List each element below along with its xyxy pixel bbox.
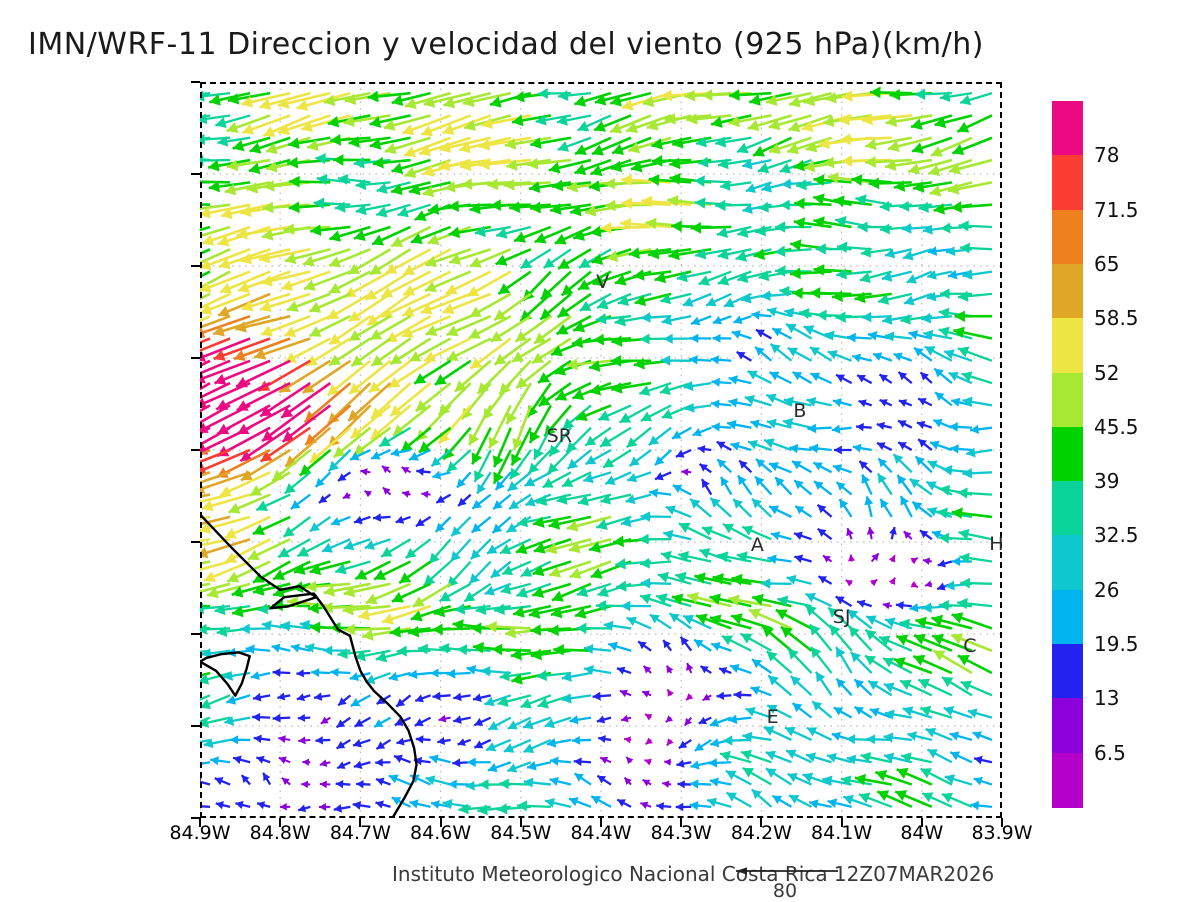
city-label-h: H	[989, 533, 1003, 555]
x-axis-tick-mark	[359, 818, 361, 827]
colorbar-tick-label: 78	[1094, 143, 1119, 167]
colorbar-tick-label: 65	[1094, 252, 1119, 276]
x-axis-tick-mark	[760, 818, 762, 827]
colorbar-tick-label: 26	[1094, 578, 1119, 602]
colorbar-segment[interactable]	[1052, 427, 1083, 482]
x-axis-tick-mark	[921, 818, 923, 827]
x-axis-tick-mark	[680, 818, 682, 827]
x-axis-tick-mark	[199, 818, 201, 827]
colorbar-segment[interactable]	[1052, 373, 1083, 428]
city-label-b: B	[793, 400, 806, 422]
y-axis-tick-mark	[191, 173, 200, 175]
reference-vector-arrow	[728, 858, 878, 884]
colorbar-tick-label: 71.5	[1094, 198, 1139, 222]
colorbar-tick-label: 6.5	[1094, 741, 1126, 765]
colorbar-segment[interactable]	[1052, 101, 1083, 156]
colorbar-segment[interactable]	[1052, 644, 1083, 699]
colorbar-segment[interactable]	[1052, 535, 1083, 590]
city-label-sr: SR	[547, 425, 572, 447]
colorbar-segment[interactable]	[1052, 753, 1083, 808]
y-axis-tick-mark	[191, 725, 200, 727]
colorbar-segment[interactable]	[1052, 481, 1083, 536]
map-plot-area[interactable]	[200, 82, 1002, 818]
x-axis-tick-mark	[841, 818, 843, 827]
colorbar[interactable]	[1052, 101, 1083, 807]
y-axis-tick-mark	[191, 449, 200, 451]
y-axis-tick-mark	[191, 541, 200, 543]
x-axis-tick-mark	[440, 818, 442, 827]
colorbar-segment[interactable]	[1052, 264, 1083, 319]
x-axis-tick-mark	[600, 818, 602, 827]
y-axis-tick-mark	[191, 357, 200, 359]
y-axis-tick-mark	[191, 265, 200, 267]
colorbar-segment[interactable]	[1052, 698, 1083, 753]
city-label-sj: SJ	[833, 606, 851, 628]
colorbar-tick-label: 32.5	[1094, 523, 1139, 547]
x-axis-tick-mark	[279, 818, 281, 827]
y-axis-tick-mark	[191, 633, 200, 635]
city-label-c: C	[963, 635, 976, 657]
footer-institution: Instituto Meteorologico Nacional Costa R…	[392, 862, 994, 886]
colorbar-segment[interactable]	[1052, 590, 1083, 645]
colorbar-tick-label: 45.5	[1094, 415, 1139, 439]
colorbar-tick-label: 52	[1094, 361, 1119, 385]
wind-barbs	[200, 87, 992, 816]
chart-title: IMN/WRF-11 Direccion y velocidad del vie…	[28, 27, 984, 62]
city-label-e: E	[767, 706, 779, 728]
x-axis-tick-mark	[520, 818, 522, 827]
colorbar-tick-label: 39	[1094, 469, 1119, 493]
colorbar-segment[interactable]	[1052, 210, 1083, 265]
y-axis-tick-mark	[191, 81, 200, 83]
city-label-v: V	[596, 271, 609, 293]
colorbar-tick-label: 19.5	[1094, 632, 1139, 656]
wind-vector-layer	[200, 82, 1002, 818]
colorbar-segment[interactable]	[1052, 155, 1083, 210]
colorbar-segment[interactable]	[1052, 318, 1083, 373]
x-axis-tick-mark	[1001, 818, 1003, 827]
colorbar-tick-label: 58.5	[1094, 306, 1139, 330]
colorbar-tick-label: 13	[1094, 686, 1119, 710]
map-gridlines	[200, 82, 1002, 818]
city-label-a: A	[751, 534, 764, 556]
